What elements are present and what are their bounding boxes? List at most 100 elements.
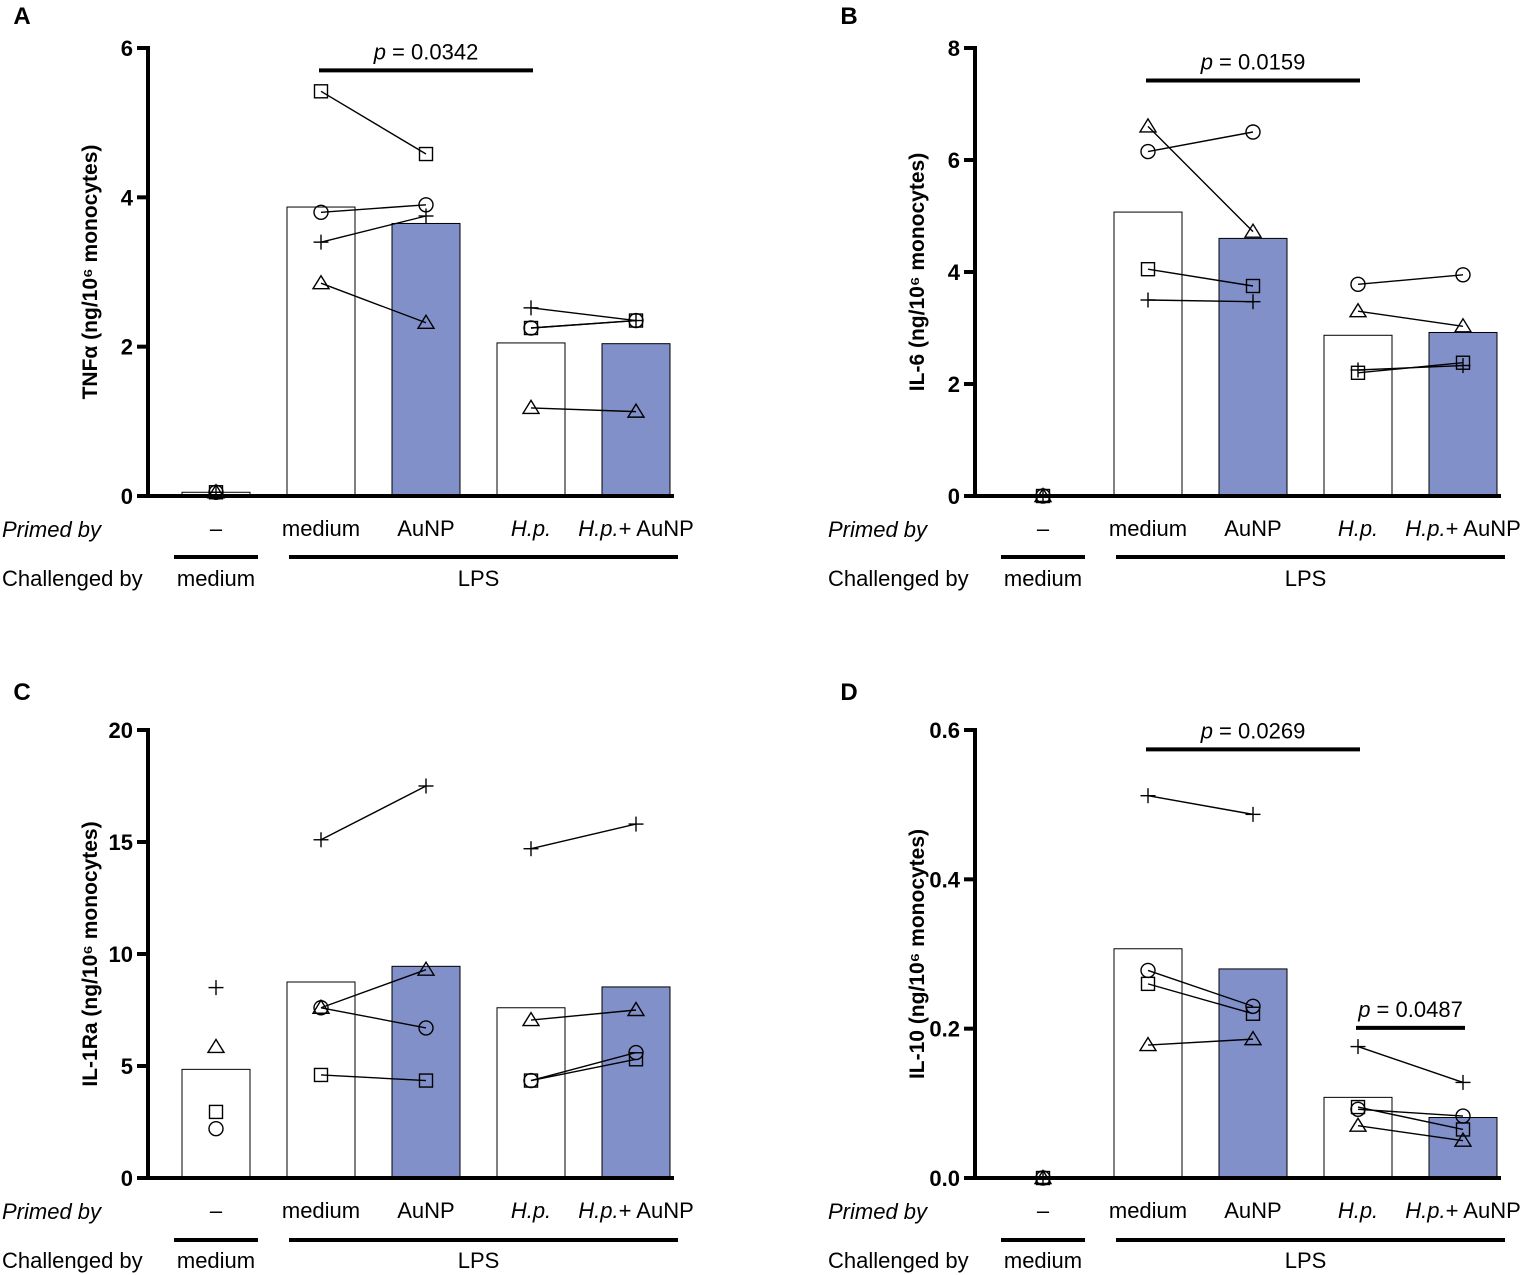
primed-by-label: Primed by	[2, 517, 103, 542]
donor-line-1-3-4	[530, 823, 637, 850]
data-point-donor-2-cat-3-triangle	[416, 960, 436, 976]
bar-3	[1218, 968, 1288, 1179]
donor-line-4-3-4	[1357, 364, 1464, 371]
challenge-group-lps: LPS	[1285, 566, 1327, 591]
category-label-1: –	[1037, 1198, 1050, 1223]
data-point-donor-4-cat-3-plus	[1245, 294, 1261, 310]
challenge-group-medium: medium	[1004, 566, 1082, 591]
data-point-donor-4-cat-4-triangle	[521, 399, 541, 415]
data-point-donor-1-cat-5-plus	[628, 816, 644, 832]
category-label-4: H.p.	[511, 516, 551, 541]
data-point-donor-1-cat-1-plus	[208, 980, 224, 996]
data-point-donor-2-cat-4-triangle	[521, 1011, 541, 1027]
p-symbol: p	[1200, 718, 1213, 743]
donor-line-4-1-2	[1147, 299, 1254, 303]
data-point-donor-1-cat-3-square	[418, 146, 434, 162]
data-point-donor-4-cat-5-square	[628, 1052, 644, 1067]
data-point-donor-3-cat-2-square	[1140, 976, 1156, 992]
panel-d: D IL-10 (ng/10⁶ monocytes) 0.0 0.2 0.4 0.6 p =…	[828, 679, 1521, 1273]
data-point-donor-1-cat-2-plus	[313, 832, 329, 848]
donor-line-1-1-2	[1147, 795, 1254, 816]
p-value: = 0.0269	[1213, 718, 1305, 743]
panel-b: B IL-6 (ng/10⁶ monocytes) 0 2 4 6 8 p = 0.0159 P…	[828, 3, 1521, 591]
donor-line-4-1-2	[1147, 1038, 1254, 1046]
category-label-2: medium	[282, 1198, 360, 1223]
y-tick-label-3: 15	[109, 830, 133, 855]
challenged-by-label: Challenged by	[828, 566, 969, 591]
p-value: = 0.0159	[1213, 49, 1305, 74]
data-point-donor-3-cat-2-square	[1140, 262, 1156, 277]
primed-by-label: Primed by	[2, 1199, 103, 1224]
data-point-donor-4-cat-2-square	[313, 1067, 329, 1083]
p-value-label-2: p = 0.0487	[1357, 997, 1463, 1022]
bar-5	[601, 986, 671, 1179]
donor-line-3-1-2	[1147, 983, 1254, 1015]
challenged-by-label: Challenged by	[2, 1248, 143, 1273]
donor-line-3-3-4	[530, 1051, 637, 1082]
y-tick-label-0: 0	[121, 1166, 133, 1191]
donor-line-2-3-4	[530, 319, 637, 329]
data-point-donor-3-cat-4-square	[1350, 1099, 1366, 1115]
y-tick-label-3: 6	[948, 148, 960, 173]
y-tick-label-1: 2	[948, 372, 960, 397]
data-point-donor-1-cat-2-triangle	[1138, 117, 1158, 133]
category-label-3: AuNP	[1224, 1198, 1281, 1223]
category-italic-part: H.p.	[1405, 1198, 1445, 1223]
y-tick-label-1: 2	[121, 335, 133, 360]
donor-line-3-3-4	[530, 307, 637, 322]
category-label-4: H.p.	[511, 1198, 551, 1223]
panel-letter: D	[840, 679, 857, 706]
challenge-group-lps: LPS	[1285, 1248, 1327, 1273]
donor-line-3-1-2	[1147, 268, 1254, 287]
data-point-donor-1-cat-5-plus	[1455, 1074, 1471, 1090]
data-point-donor-4-cat-4-triangle	[1348, 1116, 1368, 1132]
data-point-donor-4-cat-1-square	[208, 1104, 224, 1120]
bar-4	[496, 342, 566, 497]
y-axis-label: IL-10 (ng/10⁶ monocytes)	[906, 829, 929, 1079]
data-point-donor-3-cat-2-circle	[313, 1000, 329, 1016]
panel-c: C IL-1Ra (ng/10⁶ monocytes) 0 5 10 15 20 Primed…	[2, 679, 694, 1273]
donor-line-4-3-4	[530, 1058, 637, 1082]
panel-letter: A	[13, 3, 30, 30]
data-point-donor-4-cat-2-plus	[1140, 292, 1156, 308]
data-point-donor-2-cat-3-circle	[1245, 998, 1261, 1014]
data-point-donor-3-cat-3-plus	[418, 208, 434, 224]
donor-line-2-3-4	[1357, 274, 1464, 286]
p-value: = 0.0342	[386, 39, 478, 64]
y-tick-label-1: 0.2	[929, 1017, 960, 1042]
category-label-1: –	[210, 1198, 223, 1223]
p-value: = 0.0487	[1370, 997, 1462, 1022]
data-point-donor-4-cat-5-plus	[1455, 358, 1471, 374]
data-point-donor-2-cat-2-circle	[1140, 143, 1156, 160]
panel-a: A TNFα (ng/10⁶ monocytes) 0 2 4 6 p = 0.0342 Pr…	[2, 3, 694, 591]
p-value-label-1: p = 0.0269	[1200, 718, 1306, 743]
donor-line-2-1-2	[1147, 131, 1254, 153]
bar-1	[181, 1068, 251, 1179]
data-point-donor-4-cat-3-square	[418, 1073, 434, 1088]
data-point-donor-2-cat-3-circle	[1245, 124, 1261, 140]
bar-3	[391, 222, 461, 497]
donor-line-1-1-2	[320, 90, 427, 155]
data-point-donor-4-cat-2-triangle	[311, 274, 331, 290]
category-label-4: H.p.	[1338, 1198, 1378, 1223]
y-tick-label-3: 6	[121, 36, 133, 61]
category-italic-part: H.p.	[578, 1198, 618, 1223]
challenged-by-label: Challenged by	[2, 566, 143, 591]
data-point-donor-3-cat-3-square	[1245, 1006, 1261, 1021]
donor-line-2-3-4	[530, 1009, 637, 1021]
y-tick-label-2: 4	[948, 260, 961, 285]
category-label-2: medium	[1109, 1198, 1187, 1223]
data-point-donor-4-cat-2-triangle	[1138, 1036, 1158, 1052]
challenge-group-lps: LPS	[458, 1248, 500, 1273]
bar-5	[1428, 1117, 1498, 1179]
donor-line-1-1-2	[320, 785, 427, 841]
category-plain-part: + AuNP	[1446, 1198, 1521, 1223]
data-point-donor-1-cat-3-plus	[1245, 806, 1261, 822]
primed-by-label: Primed by	[828, 517, 929, 542]
data-point-donor-3-cat-3-square	[1245, 278, 1261, 294]
category-label-5: H.p.+ AuNP	[1405, 516, 1521, 541]
category-plain-part: + AuNP	[619, 1198, 694, 1223]
data-point-donor-1-cat-2-plus	[1140, 788, 1156, 804]
bar-2	[286, 206, 356, 497]
y-tick-label-2: 10	[109, 942, 133, 967]
